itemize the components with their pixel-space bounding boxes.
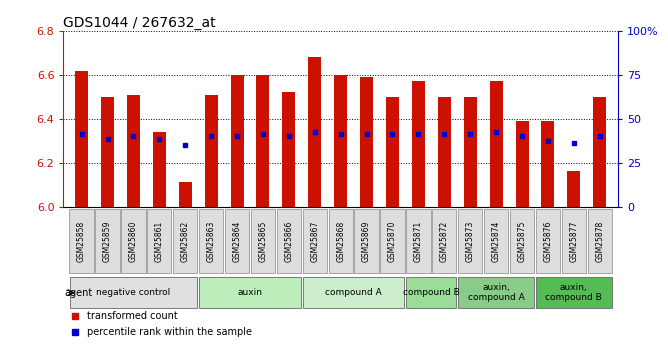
Bar [334,75,347,207]
Text: GSM25864: GSM25864 [232,220,242,262]
Text: GSM25859: GSM25859 [103,220,112,262]
Text: GSM25869: GSM25869 [362,220,371,262]
Text: negative control: negative control [96,288,170,297]
FancyBboxPatch shape [303,277,404,308]
Text: GSM25876: GSM25876 [544,220,552,262]
FancyBboxPatch shape [69,209,94,273]
Bar [204,95,218,207]
FancyBboxPatch shape [380,209,405,273]
Bar [153,132,166,207]
Bar [542,121,554,207]
FancyBboxPatch shape [510,209,534,273]
FancyBboxPatch shape [536,209,560,273]
Bar [360,77,373,207]
FancyBboxPatch shape [588,209,612,273]
Bar [230,75,244,207]
Bar [438,97,451,207]
FancyBboxPatch shape [96,209,120,273]
Bar [101,97,114,207]
FancyBboxPatch shape [355,209,379,273]
Text: GSM25875: GSM25875 [518,220,526,262]
FancyBboxPatch shape [121,209,146,273]
Bar [257,75,269,207]
Text: GSM25867: GSM25867 [310,220,319,262]
Text: GSM25858: GSM25858 [77,220,86,262]
FancyBboxPatch shape [277,209,301,273]
Bar [127,95,140,207]
FancyBboxPatch shape [484,209,508,273]
Text: transformed count: transformed count [87,310,178,321]
Text: GSM25871: GSM25871 [414,220,423,262]
Bar [490,81,502,207]
Bar [567,171,580,207]
FancyBboxPatch shape [458,277,534,308]
Bar [386,97,399,207]
Text: auxin,
compound A: auxin, compound A [468,283,524,302]
Text: agent: agent [64,288,92,298]
Bar [464,97,477,207]
FancyBboxPatch shape [329,209,353,273]
Bar [179,183,192,207]
Text: GSM25866: GSM25866 [285,220,293,262]
Text: GSM25862: GSM25862 [181,220,190,262]
Text: GDS1044 / 267632_at: GDS1044 / 267632_at [63,16,216,30]
FancyBboxPatch shape [199,209,223,273]
Text: GSM25863: GSM25863 [206,220,216,262]
FancyBboxPatch shape [199,277,301,308]
FancyBboxPatch shape [303,209,327,273]
FancyBboxPatch shape [432,209,456,273]
Text: GSM25860: GSM25860 [129,220,138,262]
FancyBboxPatch shape [147,209,172,273]
Text: GSM25868: GSM25868 [336,220,345,262]
Text: percentile rank within the sample: percentile rank within the sample [87,327,252,337]
FancyBboxPatch shape [225,209,249,273]
Text: compound A: compound A [325,288,382,297]
FancyBboxPatch shape [173,209,198,273]
Bar [309,57,321,207]
FancyBboxPatch shape [562,209,586,273]
Text: GSM25865: GSM25865 [259,220,267,262]
FancyBboxPatch shape [536,277,612,308]
Text: auxin,
compound B: auxin, compound B [546,283,603,302]
Bar [593,97,607,207]
Text: GSM25874: GSM25874 [492,220,500,262]
FancyBboxPatch shape [250,209,275,273]
Bar [412,81,425,207]
Text: GSM25873: GSM25873 [466,220,475,262]
FancyBboxPatch shape [406,209,431,273]
Bar [516,121,528,207]
Text: GSM25877: GSM25877 [569,220,578,262]
Text: GSM25870: GSM25870 [388,220,397,262]
FancyBboxPatch shape [69,277,197,308]
Text: auxin: auxin [238,288,263,297]
FancyBboxPatch shape [458,209,482,273]
Bar [283,92,295,207]
Text: GSM25861: GSM25861 [155,220,164,262]
Text: GSM25878: GSM25878 [595,220,605,262]
Text: compound B: compound B [403,288,460,297]
Text: GSM25872: GSM25872 [440,220,449,262]
FancyBboxPatch shape [407,277,456,308]
Bar [75,70,88,207]
